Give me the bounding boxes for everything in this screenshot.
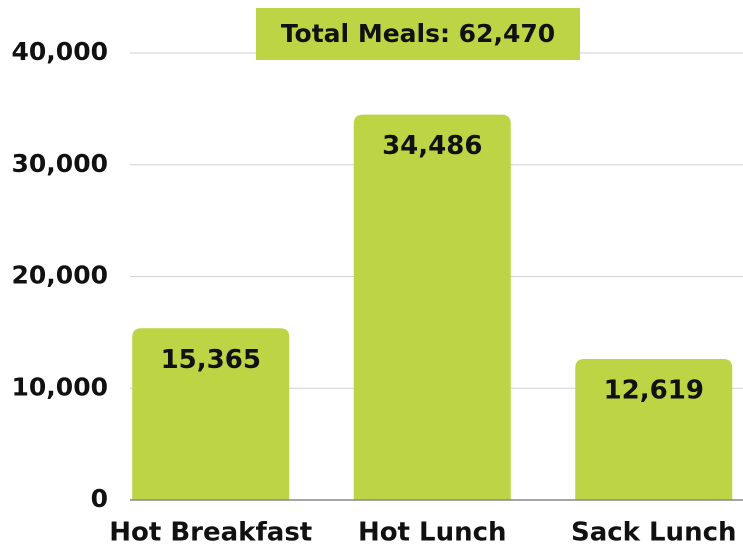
- x-tick-label: Sack Lunch: [571, 518, 737, 548]
- annotation: Total Meals: 62,470: [281, 19, 555, 48]
- x-tick-label: Hot Breakfast: [109, 518, 312, 548]
- y-tick-label: 30,000: [12, 149, 108, 178]
- y-tick-label: 0: [91, 484, 108, 513]
- bar: [132, 328, 290, 500]
- bar: [353, 114, 511, 500]
- annotation-box: [256, 8, 580, 60]
- data-label: 12,619: [604, 375, 704, 405]
- data-label: 34,486: [382, 131, 482, 161]
- data-label: 15,365: [161, 345, 261, 375]
- y-tick-label: 20,000: [12, 261, 108, 290]
- y-tick-label: 10,000: [12, 372, 108, 401]
- y-tick-label: 40,000: [12, 37, 108, 66]
- x-tick-label: Hot Lunch: [358, 518, 507, 548]
- bar: [575, 358, 733, 500]
